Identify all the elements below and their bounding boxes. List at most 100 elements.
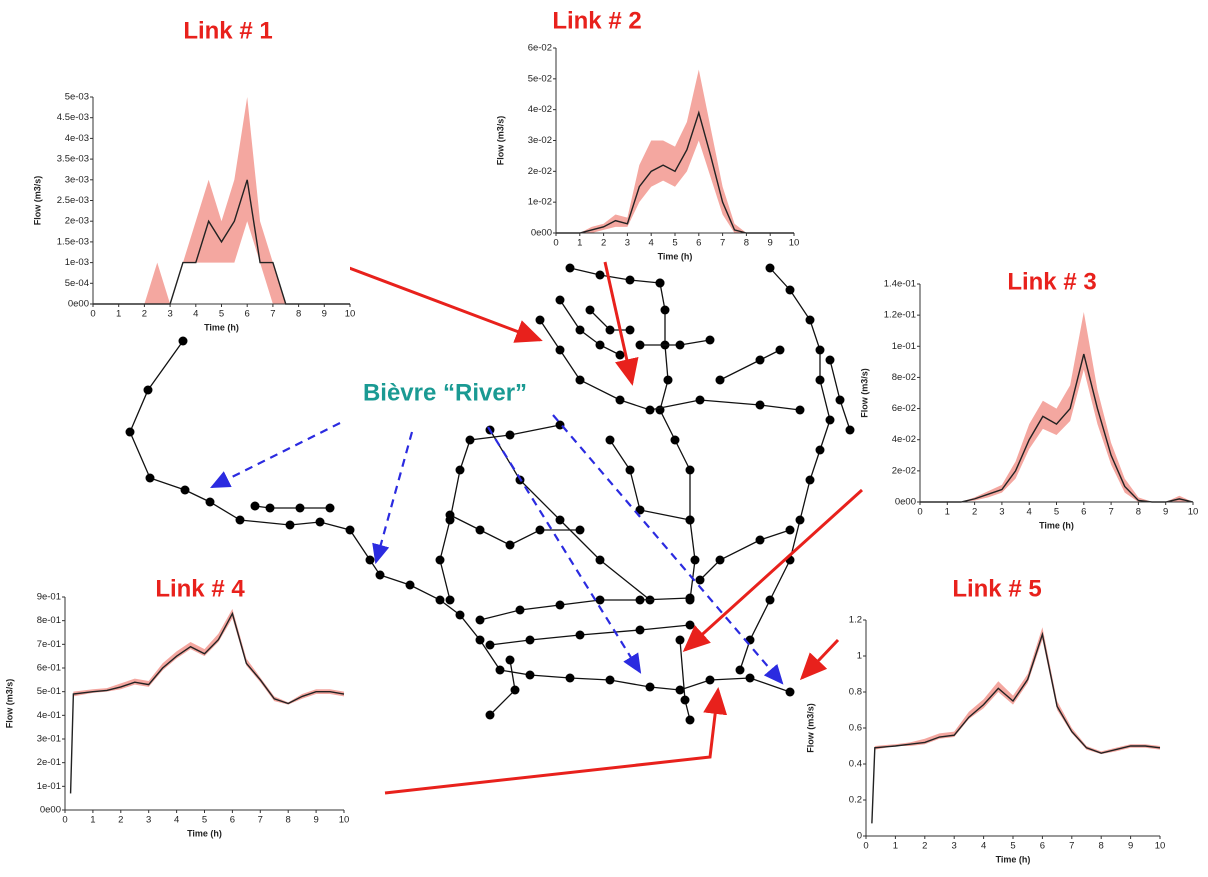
y-tick-label: 1.4e-01 bbox=[884, 279, 916, 290]
pipe bbox=[699, 529, 791, 581]
x-tick-label: 3 bbox=[146, 815, 151, 826]
y-tick-label: 3.5e-03 bbox=[57, 154, 89, 165]
chart-title: Link # 4 bbox=[155, 575, 245, 602]
median-line bbox=[69, 611, 345, 794]
x-tick-label: 10 bbox=[1155, 841, 1166, 852]
node bbox=[505, 655, 515, 665]
node bbox=[815, 375, 825, 385]
node bbox=[660, 305, 670, 315]
arrow bbox=[682, 488, 864, 653]
x-tick-label: 2 bbox=[601, 238, 606, 249]
arrow bbox=[210, 422, 341, 488]
x-tick-label: 4 bbox=[174, 815, 179, 826]
node bbox=[465, 435, 475, 445]
node bbox=[745, 673, 755, 683]
pipe bbox=[254, 505, 330, 509]
node bbox=[655, 278, 665, 288]
x-tick-label: 7 bbox=[1069, 841, 1074, 852]
node bbox=[595, 595, 605, 605]
median-line bbox=[871, 631, 1161, 824]
node bbox=[575, 375, 585, 385]
arrow bbox=[487, 426, 642, 674]
node bbox=[555, 295, 565, 305]
node bbox=[575, 325, 585, 335]
node bbox=[755, 400, 765, 410]
y-tick-label: 1.2 bbox=[849, 615, 862, 626]
node bbox=[405, 580, 415, 590]
y-tick-label: 1e-01 bbox=[892, 341, 916, 352]
pipe bbox=[739, 267, 831, 671]
arrow bbox=[603, 261, 639, 386]
node bbox=[595, 270, 605, 280]
y-tick-label: 1e-02 bbox=[528, 197, 552, 208]
x-tick-label: 7 bbox=[258, 815, 263, 826]
y-tick-label: 6e-02 bbox=[892, 403, 916, 414]
node bbox=[485, 640, 495, 650]
arrow bbox=[372, 431, 414, 565]
x-tick-label: 6 bbox=[1040, 841, 1045, 852]
y-axis-label: Flow (m3/s) bbox=[805, 703, 815, 753]
pipe bbox=[539, 319, 801, 411]
x-tick-label: 5 bbox=[1054, 507, 1059, 518]
y-tick-label: 7e-01 bbox=[37, 639, 61, 650]
flow-arrows bbox=[319, 255, 864, 795]
node bbox=[315, 517, 325, 527]
chart-title: Link # 1 bbox=[183, 17, 272, 44]
line-chart: Link # 2 0e00 1e-02 2e-02 3e-02 4e-02 5e-02 6e-… bbox=[495, 7, 799, 261]
node bbox=[685, 515, 695, 525]
node bbox=[565, 673, 575, 683]
y-tick-label: 0e00 bbox=[895, 497, 916, 508]
node bbox=[675, 635, 685, 645]
node bbox=[675, 685, 685, 695]
y-tick-label: 4e-02 bbox=[528, 104, 552, 115]
y-tick-label: 0.2 bbox=[849, 795, 862, 806]
x-tick-label: 9 bbox=[1163, 507, 1168, 518]
uncertainty-band bbox=[93, 97, 350, 304]
node bbox=[675, 340, 685, 350]
x-tick-label: 1 bbox=[116, 309, 121, 320]
y-tick-label: 6e-02 bbox=[528, 43, 552, 54]
y-tick-label: 5e-02 bbox=[528, 73, 552, 84]
node bbox=[755, 535, 765, 545]
node bbox=[345, 525, 355, 535]
y-tick-label: 2e-01 bbox=[37, 757, 61, 768]
pipe bbox=[489, 624, 691, 646]
node bbox=[435, 595, 445, 605]
x-tick-label: 0 bbox=[917, 507, 922, 518]
node bbox=[685, 465, 695, 475]
node bbox=[695, 395, 705, 405]
node bbox=[735, 665, 745, 675]
node bbox=[625, 465, 635, 475]
x-tick-label: 5 bbox=[1010, 841, 1015, 852]
node bbox=[505, 540, 515, 550]
x-tick-label: 7 bbox=[1108, 507, 1113, 518]
x-tick-label: 9 bbox=[1128, 841, 1133, 852]
node bbox=[445, 510, 455, 520]
x-tick-label: 7 bbox=[720, 238, 725, 249]
x-tick-label: 0 bbox=[90, 309, 95, 320]
x-tick-label: 10 bbox=[789, 238, 800, 249]
x-tick-label: 8 bbox=[1099, 841, 1104, 852]
node bbox=[455, 465, 465, 475]
x-tick-label: 1 bbox=[90, 815, 95, 826]
y-axis-label: Flow (m3/s) bbox=[32, 176, 42, 226]
y-tick-label: 1.2e-01 bbox=[884, 310, 916, 321]
node bbox=[625, 325, 635, 335]
node bbox=[475, 525, 485, 535]
node bbox=[715, 555, 725, 565]
node bbox=[145, 473, 155, 483]
node bbox=[805, 315, 815, 325]
node bbox=[685, 620, 695, 630]
plot-area bbox=[65, 597, 344, 810]
x-tick-label: 1 bbox=[893, 841, 898, 852]
x-tick-label: 6 bbox=[245, 309, 250, 320]
pipe bbox=[640, 339, 711, 346]
river-arrows bbox=[210, 414, 784, 685]
x-tick-label: 2 bbox=[118, 815, 123, 826]
node bbox=[525, 670, 535, 680]
y-tick-label: 1.5e-03 bbox=[57, 236, 89, 247]
x-tick-label: 6 bbox=[230, 815, 235, 826]
x-axis-label: Time (h) bbox=[996, 854, 1031, 864]
node bbox=[285, 520, 295, 530]
x-tick-label: 1 bbox=[577, 238, 582, 249]
